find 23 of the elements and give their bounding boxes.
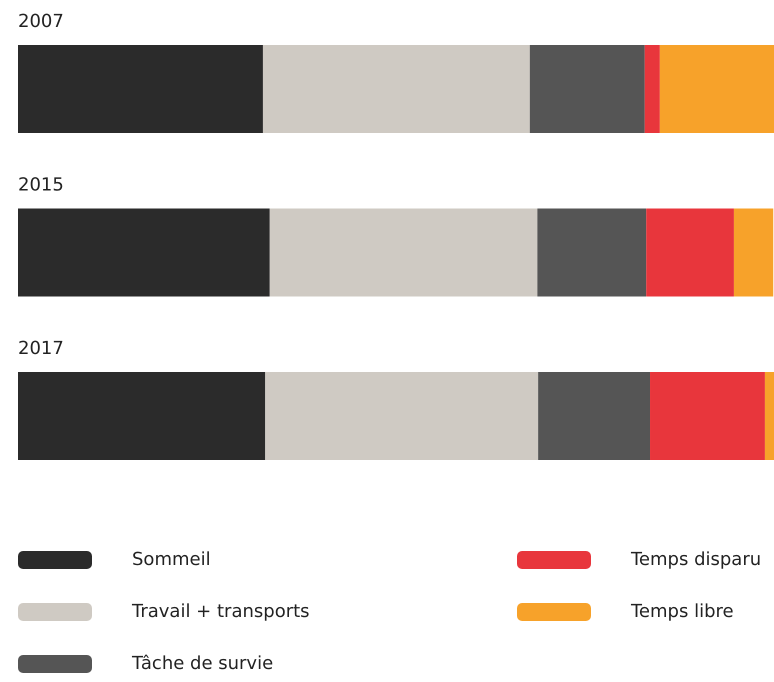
bar bbox=[270, 208, 538, 296]
bar bbox=[538, 372, 650, 460]
bar bbox=[18, 372, 266, 460]
legend-label: Temps libre bbox=[630, 600, 734, 622]
y-tick-label: 2015 bbox=[18, 174, 64, 196]
bar bbox=[537, 208, 646, 296]
bar bbox=[18, 45, 263, 133]
bar bbox=[650, 372, 765, 460]
bar bbox=[265, 372, 538, 460]
y-tick-label: 2017 bbox=[18, 338, 64, 359]
bar bbox=[646, 208, 734, 296]
y-tick-label: 2007 bbox=[18, 11, 64, 32]
bar bbox=[734, 208, 774, 296]
bar bbox=[644, 45, 660, 133]
bar bbox=[262, 45, 530, 133]
legend-label: Temps disparu bbox=[630, 548, 762, 570]
legend-label: Tâche de survie bbox=[131, 652, 274, 674]
bar bbox=[18, 208, 270, 296]
legend-label: Travail + transports bbox=[131, 600, 310, 622]
bar bbox=[530, 45, 645, 133]
bar bbox=[660, 45, 774, 133]
bar bbox=[764, 372, 774, 460]
legend-label: Sommeil bbox=[132, 548, 211, 570]
